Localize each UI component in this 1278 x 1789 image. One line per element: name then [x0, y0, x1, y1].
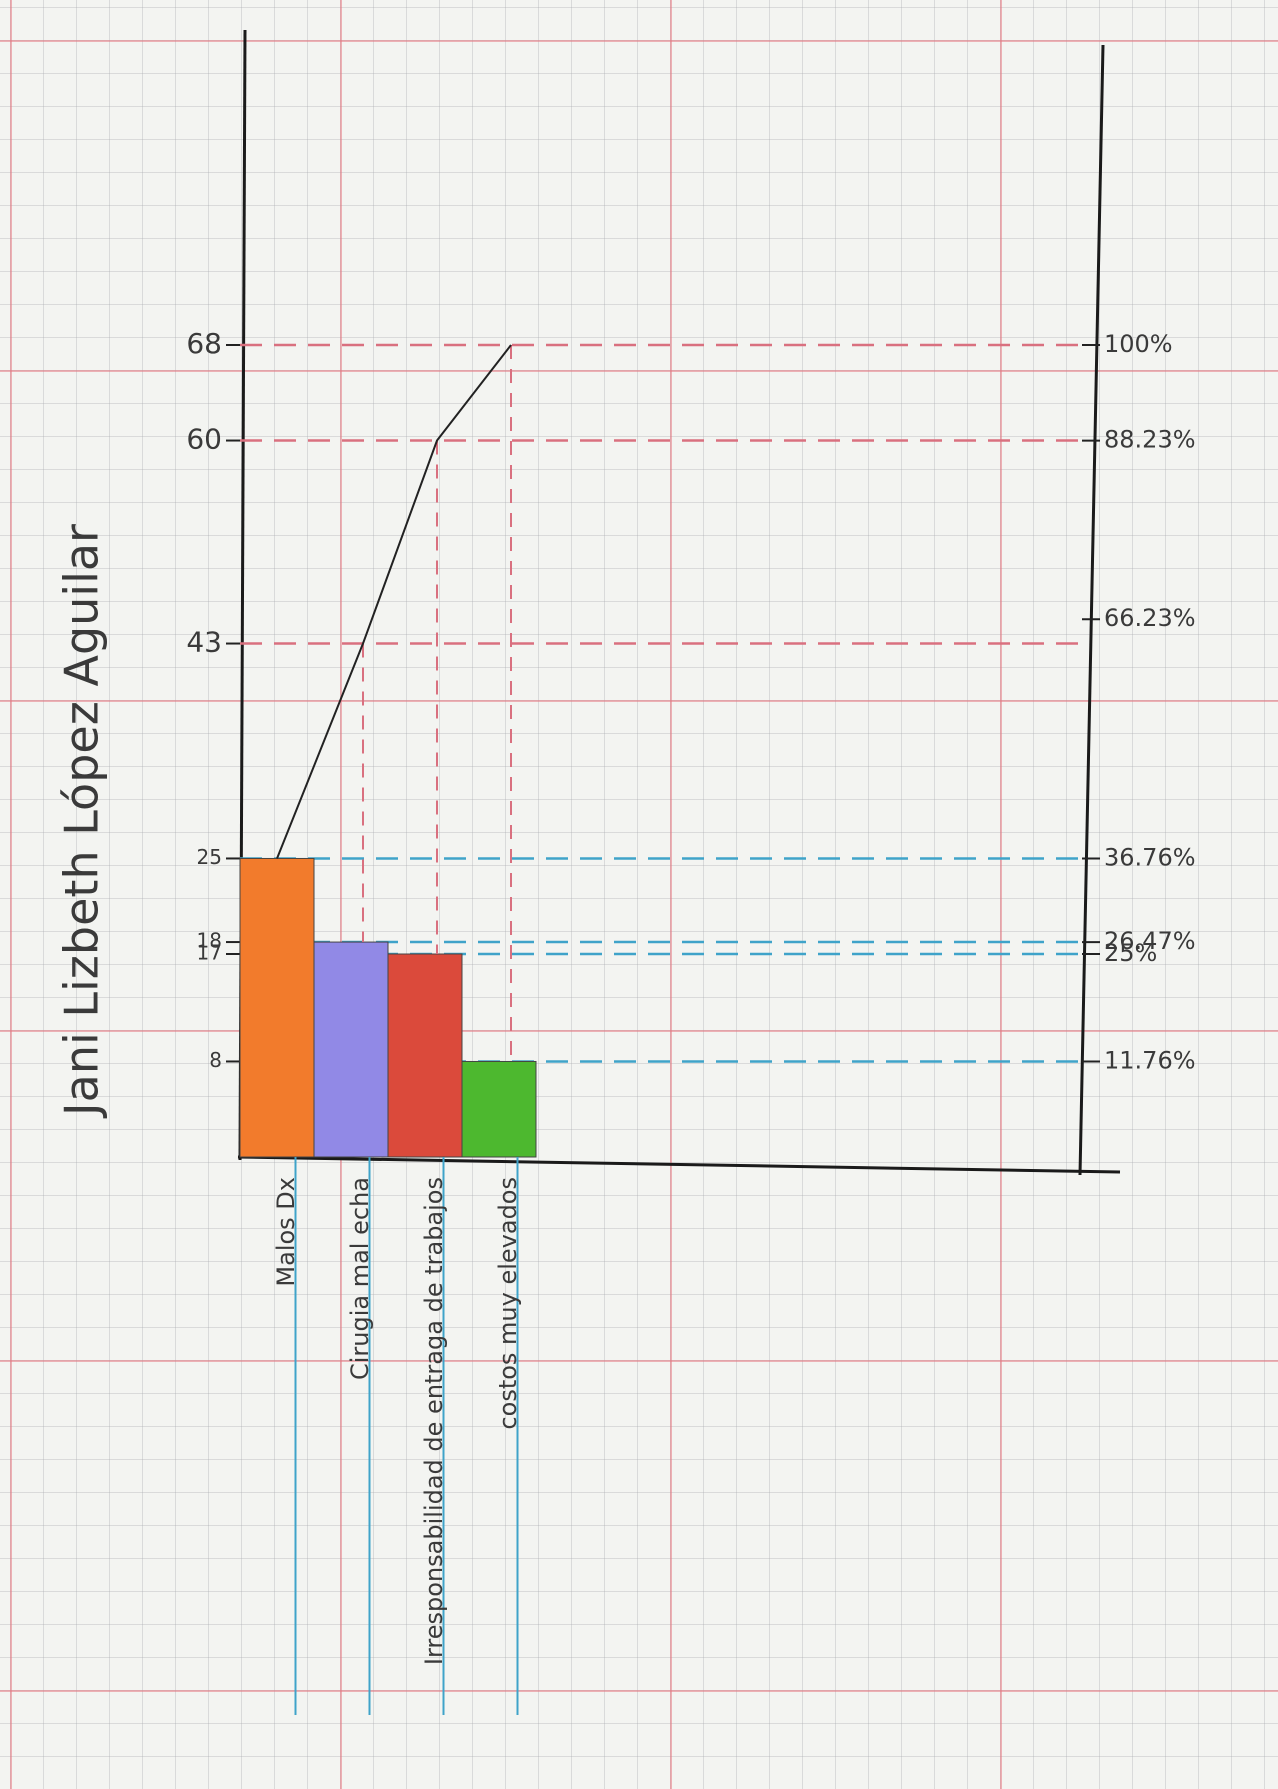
bar: [461, 1060, 537, 1158]
x-tick-label: Malos Dx: [272, 1177, 300, 1287]
y2-tick-label: 11.76%: [1104, 1047, 1196, 1075]
bar: [387, 953, 463, 1158]
y2-tick-label: 25%: [1104, 939, 1157, 967]
y2-tick-label: 66.23%: [1104, 604, 1196, 632]
y-tick-label: 43: [186, 626, 222, 659]
y2-tick-label: 88.23%: [1104, 426, 1196, 454]
x-tick-label: Cirugia mal echa: [346, 1177, 374, 1380]
cumulative-line: [276, 344, 512, 859]
bar: [313, 941, 389, 1158]
y-tick-label: 18: [197, 929, 222, 953]
x-tick-label: costos muy elevados: [494, 1177, 522, 1430]
x-axis: [237, 1155, 1121, 1174]
bar: [239, 857, 315, 1158]
y-tick-label: 68: [186, 327, 222, 360]
y-tick-label: 60: [186, 423, 222, 456]
y-tick-label: 25: [197, 845, 222, 869]
y2-tick-label: 36.76%: [1104, 844, 1196, 872]
right-axis: [1078, 44, 1105, 1176]
x-tick-label: Irresponsabilidad de entraga de trabajos: [420, 1177, 448, 1665]
y2-tick-label: 26.47%: [1104, 927, 1196, 955]
y-tick-label: 17: [197, 941, 222, 965]
author: Jani Lizbeth López Aguilar: [55, 524, 109, 1119]
y-tick-label: 8: [209, 1048, 222, 1072]
y2-tick-label: 100%: [1104, 330, 1173, 358]
